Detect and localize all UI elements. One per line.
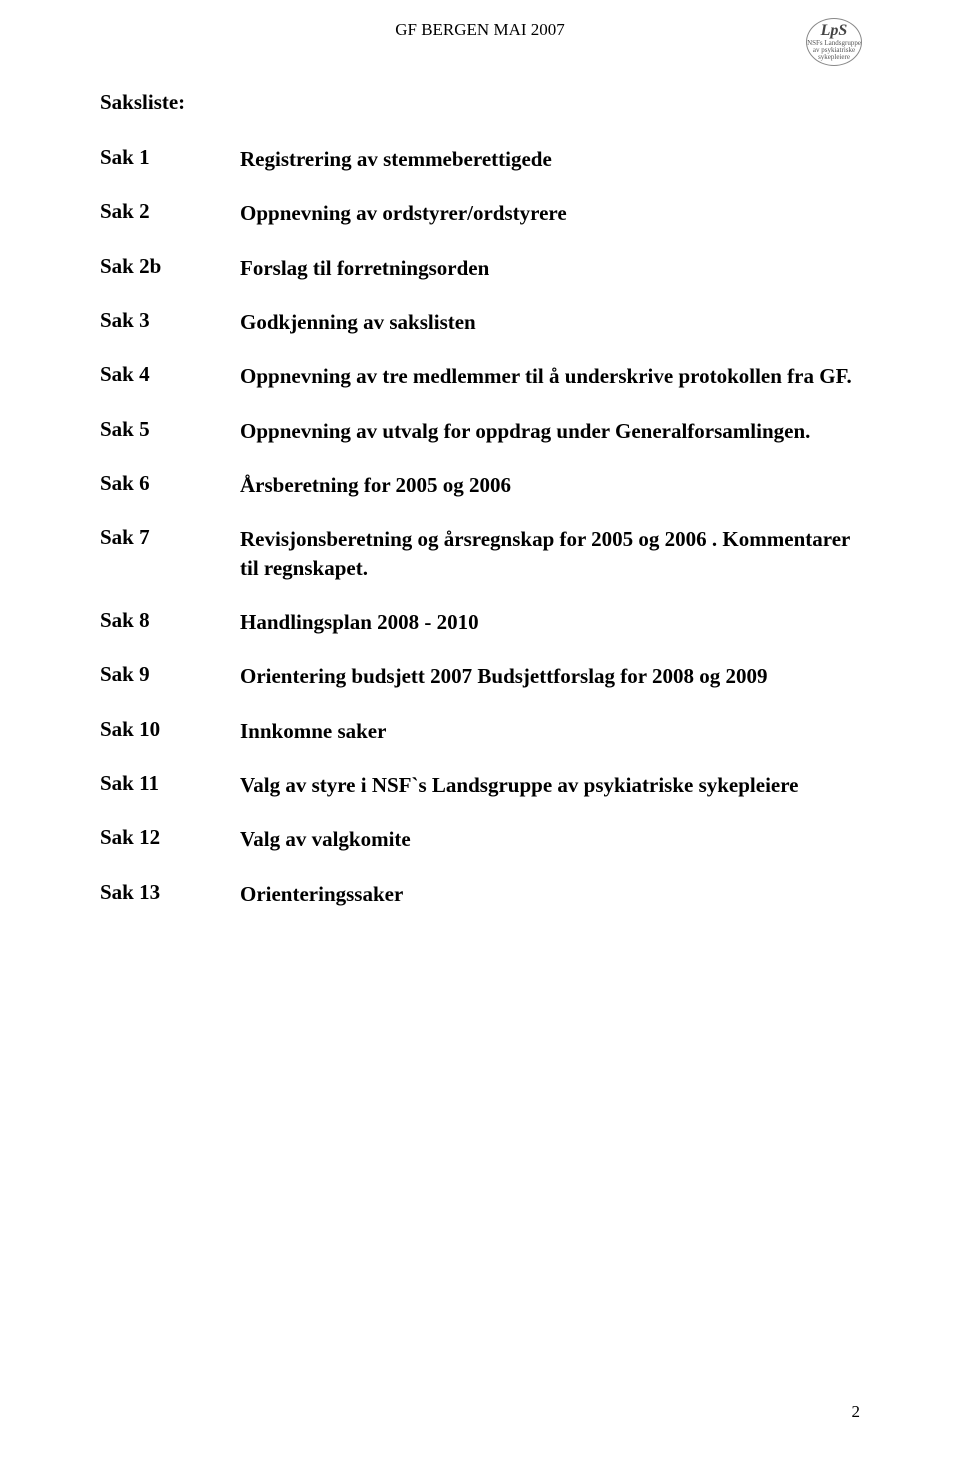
sak-description: Orienteringssaker	[240, 880, 403, 908]
sak-description: Oppnevning av utvalg for oppdrag under G…	[240, 417, 810, 445]
sak-description: Valg av valgkomite	[240, 825, 411, 853]
list-item: Sak 5 Oppnevning av utvalg for oppdrag u…	[100, 417, 860, 445]
sak-description: Oppnevning av tre medlemmer til å unders…	[240, 362, 852, 390]
list-item: Sak 7 Revisjonsberetning og årsregnskap …	[100, 525, 860, 582]
sak-label: Sak 12	[100, 825, 240, 850]
sak-label: Sak 8	[100, 608, 240, 633]
list-item: Sak 4 Oppnevning av tre medlemmer til å …	[100, 362, 860, 390]
logo-brand: LpS	[821, 23, 848, 39]
sak-description: Handlingsplan 2008 - 2010	[240, 608, 479, 636]
sak-description: Revisjonsberetning og årsregnskap for 20…	[240, 525, 860, 582]
sak-description: Orientering budsjett 2007 Budsjettforsla…	[240, 662, 768, 690]
sak-label: Sak 9	[100, 662, 240, 687]
list-item: Sak 12 Valg av valgkomite	[100, 825, 860, 853]
document-page: GF BERGEN MAI 2007 LpS NSFs Landsgruppe …	[0, 0, 960, 1462]
sak-label: Sak 3	[100, 308, 240, 333]
sak-label: Sak 2	[100, 199, 240, 224]
sak-description: Godkjenning av sakslisten	[240, 308, 476, 336]
page-title: Saksliste:	[100, 90, 860, 115]
list-item: Sak 2 Oppnevning av ordstyrer/ordstyrere	[100, 199, 860, 227]
list-item: Sak 1 Registrering av stemmeberettigede	[100, 145, 860, 173]
sak-description: Oppnevning av ordstyrer/ordstyrere	[240, 199, 567, 227]
sak-label: Sak 6	[100, 471, 240, 496]
sak-description: Innkomne saker	[240, 717, 386, 745]
sak-label: Sak 13	[100, 880, 240, 905]
list-item: Sak 8 Handlingsplan 2008 - 2010	[100, 608, 860, 636]
sak-label: Sak 4	[100, 362, 240, 387]
list-item: Sak 3 Godkjenning av sakslisten	[100, 308, 860, 336]
list-item: Sak 6 Årsberetning for 2005 og 2006	[100, 471, 860, 499]
sak-description: Registrering av stemmeberettigede	[240, 145, 552, 173]
page-number: 2	[852, 1402, 861, 1422]
sak-label: Sak 10	[100, 717, 240, 742]
sak-description: Valg av styre i NSF`s Landsgruppe av psy…	[240, 771, 799, 799]
sak-description: Årsberetning for 2005 og 2006	[240, 471, 511, 499]
list-item: Sak 13 Orienteringssaker	[100, 880, 860, 908]
list-item: Sak 2b Forslag til forretningsorden	[100, 254, 860, 282]
page-header: GF BERGEN MAI 2007	[100, 20, 860, 40]
logo-line3: sykepleiere	[818, 54, 850, 61]
sak-description: Forslag til forretningsorden	[240, 254, 489, 282]
sak-label: Sak 7	[100, 525, 240, 550]
sak-label: Sak 11	[100, 771, 240, 796]
logo-icon: LpS NSFs Landsgruppe av psykiatriske syk…	[806, 18, 862, 66]
sak-label: Sak 2b	[100, 254, 240, 279]
sak-label: Sak 5	[100, 417, 240, 442]
list-item: Sak 9 Orientering budsjett 2007 Budsjett…	[100, 662, 860, 690]
list-item: Sak 11 Valg av styre i NSF`s Landsgruppe…	[100, 771, 860, 799]
list-item: Sak 10 Innkomne saker	[100, 717, 860, 745]
sak-label: Sak 1	[100, 145, 240, 170]
